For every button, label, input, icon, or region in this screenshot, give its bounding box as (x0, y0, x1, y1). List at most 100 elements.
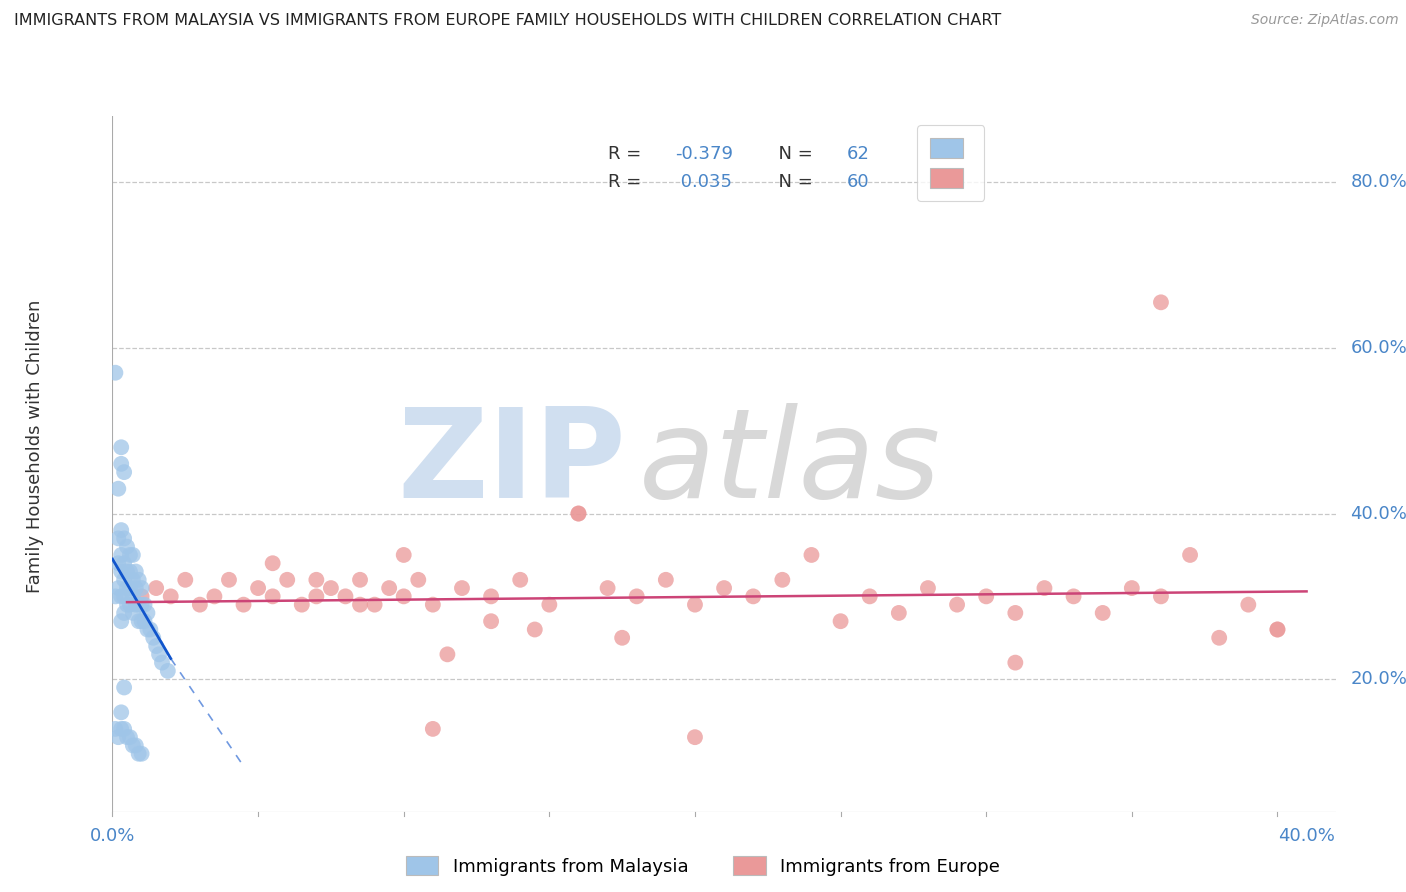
Point (188, 598, 211, 612)
Text: -0.379: -0.379 (675, 145, 733, 163)
Text: 20.0%: 20.0% (1350, 670, 1406, 689)
Point (136, 606, 159, 620)
Point (479, 614, 502, 628)
Text: atlas: atlas (638, 403, 941, 524)
Text: N =: N = (766, 173, 818, 191)
Text: 40.0%: 40.0% (1350, 505, 1406, 523)
Point (118, 548, 141, 562)
Point (422, 598, 444, 612)
Point (610, 631, 633, 645)
Point (276, 573, 298, 587)
Point (128, 598, 150, 612)
Point (110, 523, 132, 537)
Text: 0.0%: 0.0% (90, 827, 135, 845)
Point (115, 730, 138, 744)
Point (134, 614, 156, 628)
Point (107, 532, 129, 546)
Point (115, 581, 138, 595)
Point (115, 598, 138, 612)
Point (1063, 590, 1085, 604)
Point (110, 590, 132, 604)
Point (1121, 581, 1143, 595)
Point (349, 573, 371, 587)
Point (118, 730, 141, 744)
Point (363, 598, 385, 612)
Point (770, 573, 793, 587)
Point (125, 739, 148, 753)
Point (204, 590, 226, 604)
Point (713, 581, 735, 595)
Point (142, 631, 165, 645)
Text: IMMIGRANTS FROM MALAYSIA VS IMMIGRANTS FROM EUROPE FAMILY HOUSEHOLDS WITH CHILDR: IMMIGRANTS FROM MALAYSIA VS IMMIGRANTS F… (14, 13, 1001, 29)
Point (159, 590, 181, 604)
Point (148, 648, 170, 662)
Point (110, 565, 132, 579)
Legend: , : , (917, 125, 984, 201)
Point (392, 590, 415, 604)
Point (112, 465, 135, 479)
Point (125, 565, 148, 579)
Point (112, 681, 135, 695)
Point (136, 623, 159, 637)
Point (319, 581, 342, 595)
Text: R =: R = (607, 173, 647, 191)
Point (122, 573, 145, 587)
Point (538, 598, 561, 612)
Point (122, 606, 145, 620)
Point (626, 590, 648, 604)
Point (174, 573, 197, 587)
Point (150, 656, 173, 670)
Point (567, 507, 589, 521)
Point (479, 590, 502, 604)
Point (1267, 623, 1289, 637)
Point (134, 598, 156, 612)
Point (1150, 590, 1173, 604)
Point (107, 581, 129, 595)
Point (112, 573, 135, 587)
Point (800, 548, 823, 562)
Point (1091, 606, 1114, 620)
Point (118, 565, 141, 579)
Point (125, 581, 148, 595)
Point (128, 573, 150, 587)
Point (378, 581, 401, 595)
Text: 80.0%: 80.0% (1350, 173, 1406, 191)
Point (112, 532, 135, 546)
Point (262, 556, 284, 570)
Point (422, 722, 444, 736)
Point (122, 739, 145, 753)
Point (917, 581, 939, 595)
Point (107, 556, 129, 570)
Point (122, 590, 145, 604)
Point (1033, 581, 1056, 595)
Point (305, 573, 328, 587)
Point (110, 614, 132, 628)
Point (655, 573, 678, 587)
Point (131, 581, 153, 595)
Text: 62: 62 (846, 145, 869, 163)
Point (408, 573, 430, 587)
Point (335, 590, 357, 604)
Point (523, 623, 546, 637)
Point (742, 590, 765, 604)
Text: ZIP: ZIP (398, 403, 626, 524)
Text: R =: R = (607, 145, 647, 163)
Point (830, 614, 852, 628)
Point (128, 747, 150, 761)
Point (107, 730, 129, 744)
Point (156, 664, 179, 678)
Point (392, 548, 415, 562)
Point (112, 606, 135, 620)
Point (291, 598, 314, 612)
Point (104, 366, 127, 380)
Point (1208, 631, 1230, 645)
Point (110, 457, 132, 471)
Point (131, 590, 153, 604)
Point (122, 548, 145, 562)
Point (112, 590, 135, 604)
Point (131, 747, 153, 761)
Point (110, 440, 132, 454)
Point (1004, 606, 1026, 620)
Point (125, 598, 148, 612)
Point (1150, 295, 1173, 310)
